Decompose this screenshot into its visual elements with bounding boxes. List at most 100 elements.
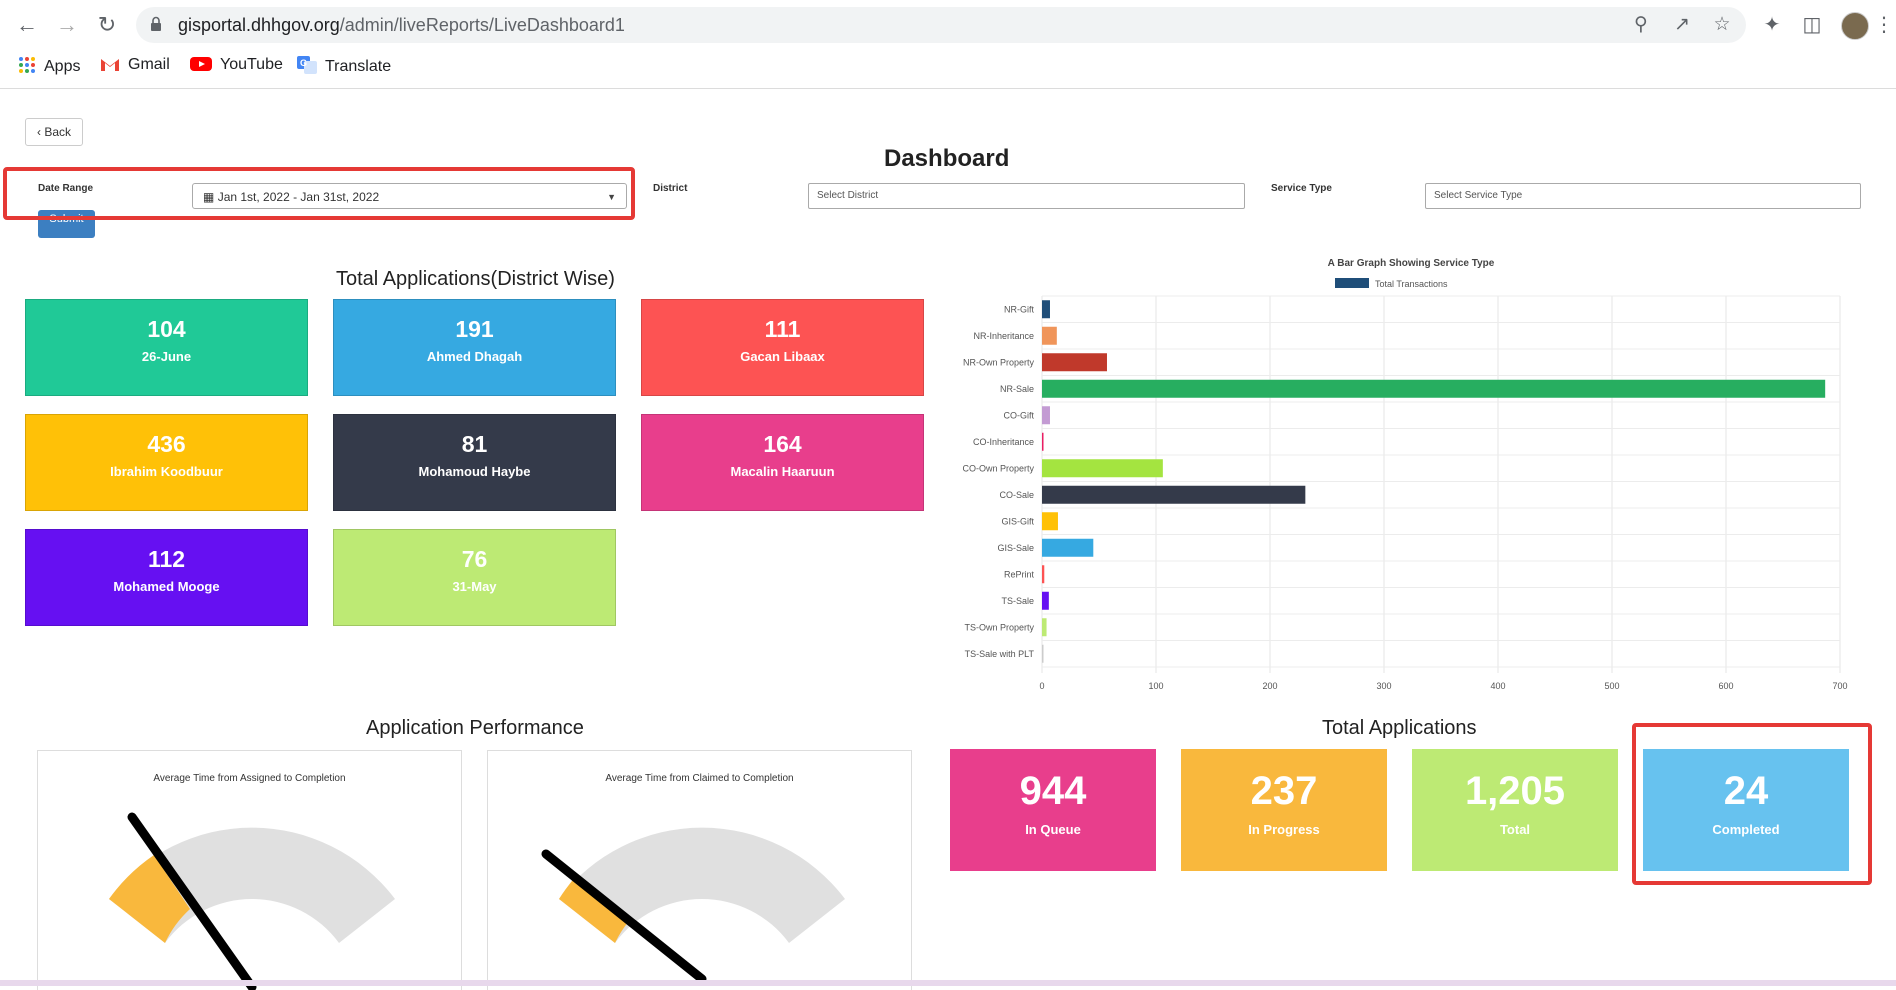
back-button[interactable]: ‹ Back xyxy=(25,118,83,146)
district-card: 111 Gacan Libaax xyxy=(641,299,924,396)
gauge-title: Average Time from Claimed to Completion xyxy=(605,773,794,784)
address-row: ← → ↻ gisportal.dhhgov.org/admin/liveRep… xyxy=(0,0,1896,50)
y-tick-label: NR-Own Property xyxy=(963,357,1035,367)
district-card: 76 31-May xyxy=(333,529,616,626)
gauge-needle xyxy=(541,849,707,984)
service-type-select[interactable]: Select Service Type xyxy=(1425,183,1861,209)
y-tick-label: CO-Inheritance xyxy=(973,437,1034,447)
extensions-puzzle-icon[interactable]: ✦ xyxy=(1763,14,1781,36)
district-card: 112 Mohamed Mooge xyxy=(25,529,308,626)
page-title: Dashboard xyxy=(884,145,1010,172)
y-tick-label: TS-Own Property xyxy=(964,622,1034,632)
completed-highlight xyxy=(1632,723,1872,885)
share-icon[interactable]: ↗ xyxy=(1674,14,1690,35)
gauge-claimed xyxy=(541,827,845,984)
bar xyxy=(1042,618,1047,637)
browser-chrome: ← → ↻ gisportal.dhhgov.org/admin/liveRep… xyxy=(0,0,1896,89)
x-tick-label: 500 xyxy=(1604,681,1619,691)
legend-label: Total Transactions xyxy=(1375,279,1448,289)
date-range-label: Date Range xyxy=(38,183,94,194)
url-text: gisportal.dhhgov.org/admin/liveReports/L… xyxy=(178,15,625,36)
status-label: Total xyxy=(1499,822,1531,837)
gauge-fill xyxy=(559,874,629,943)
bar xyxy=(1042,485,1306,504)
gauge-claimed-panel: Average Time from Claimed to Completion xyxy=(487,750,912,990)
legend-swatch xyxy=(1335,278,1369,288)
gauge-fill xyxy=(109,855,190,943)
date-range-picker[interactable]: ▦ Jan 1st, 2022 - Jan 31st, 2022 ▼ xyxy=(192,183,627,209)
district-select[interactable]: Select District xyxy=(808,183,1245,209)
service-type-bar-chart: A Bar Graph Showing Service Type Total Tr… xyxy=(962,258,1847,691)
status-label: Completed xyxy=(1712,822,1780,837)
svg-text:G: G xyxy=(300,58,307,68)
district-count: 81 xyxy=(461,431,488,457)
x-tick-label: 400 xyxy=(1490,681,1505,691)
gauge-title: Average Time from Assigned to Completion xyxy=(153,773,346,784)
dashboard-page: ‹ Back Dashboard Date Range ▦ Jan 1st, 2… xyxy=(0,89,1896,990)
status-count: 24 xyxy=(1723,769,1769,813)
menu-kebab-icon[interactable]: ⋮ xyxy=(1874,14,1894,36)
bookmark-youtube[interactable]: YouTube xyxy=(190,56,283,74)
translate-icon: G xyxy=(297,56,317,74)
y-tick-label: TS-Sale xyxy=(1001,596,1034,606)
y-tick-label: GIS-Sale xyxy=(997,543,1034,553)
status-count: 237 xyxy=(1250,769,1318,813)
bar xyxy=(1042,353,1107,372)
zoom-icon[interactable]: ⚲ xyxy=(1634,14,1648,35)
district-count: 76 xyxy=(461,546,488,572)
district-card: 164 Macalin Haaruun xyxy=(641,414,924,511)
district-name: Ibrahim Koodbuur xyxy=(110,464,223,479)
district-name: Macalin Haaruun xyxy=(730,464,835,479)
x-tick-label: 700 xyxy=(1832,681,1847,691)
bar xyxy=(1042,326,1057,345)
y-tick-label: TS-Sale with PLT xyxy=(965,649,1035,659)
avatar[interactable] xyxy=(1841,12,1869,40)
url-host: gisportal.dhhgov.org xyxy=(178,15,340,35)
calendar-icon: ▦ xyxy=(203,190,215,204)
bar xyxy=(1042,300,1050,319)
bar xyxy=(1042,512,1058,531)
y-tick-label: CO-Own Property xyxy=(962,463,1034,473)
bookmark-label: YouTube xyxy=(220,56,283,73)
bookmark-apps[interactable]: Apps xyxy=(18,56,80,76)
bookmark-star-icon[interactable]: ☆ xyxy=(1713,14,1731,35)
reload-icon[interactable]: ↻ xyxy=(97,12,117,37)
status-card: 1,205 Total xyxy=(1412,749,1618,871)
bar xyxy=(1042,644,1044,663)
district-count: 104 xyxy=(147,316,186,342)
district-card: 191 Ahmed Dhagah xyxy=(333,299,616,396)
totals-title: Total Applications xyxy=(1322,717,1477,739)
bookmark-gmail[interactable]: Gmail xyxy=(100,56,170,74)
status-count: 944 xyxy=(1019,769,1087,813)
district-card: 104 26-June xyxy=(25,299,308,396)
y-tick-label: CO-Gift xyxy=(1004,410,1035,420)
district-name: Mohamed Mooge xyxy=(113,579,220,594)
district-name: Mohamoud Haybe xyxy=(418,464,531,479)
x-tick-label: 200 xyxy=(1262,681,1277,691)
bookmark-translate[interactable]: G Translate xyxy=(297,56,391,76)
apps-grid-icon xyxy=(19,57,35,73)
side-panel-icon[interactable]: ◫ xyxy=(1802,14,1822,36)
status-card: 944 In Queue xyxy=(950,749,1156,871)
y-tick-label: NR-Inheritance xyxy=(973,331,1034,341)
x-tick-label: 100 xyxy=(1148,681,1163,691)
bar xyxy=(1042,591,1049,610)
chevron-down-icon: ▼ xyxy=(607,192,616,202)
status-count: 1,205 xyxy=(1464,769,1566,813)
district-name: 26-June xyxy=(141,349,192,364)
bar xyxy=(1042,459,1163,478)
bookmark-label: Translate xyxy=(325,58,392,75)
forward-arrow-icon[interactable]: → xyxy=(56,12,78,37)
district-count: 164 xyxy=(763,431,802,457)
bar xyxy=(1042,432,1044,451)
district-label: District xyxy=(653,183,688,194)
bar xyxy=(1042,379,1826,398)
date-range-value: Jan 1st, 2022 - Jan 31st, 2022 xyxy=(217,190,380,204)
district-count: 436 xyxy=(147,431,186,457)
youtube-icon xyxy=(190,57,212,71)
address-bar[interactable]: gisportal.dhhgov.org/admin/liveReports/L… xyxy=(136,7,1746,43)
x-tick-label: 0 xyxy=(1039,681,1044,691)
service-type-label: Service Type xyxy=(1271,183,1332,194)
bookmark-label: Gmail xyxy=(128,56,170,73)
back-arrow-icon[interactable]: ← xyxy=(16,12,38,37)
